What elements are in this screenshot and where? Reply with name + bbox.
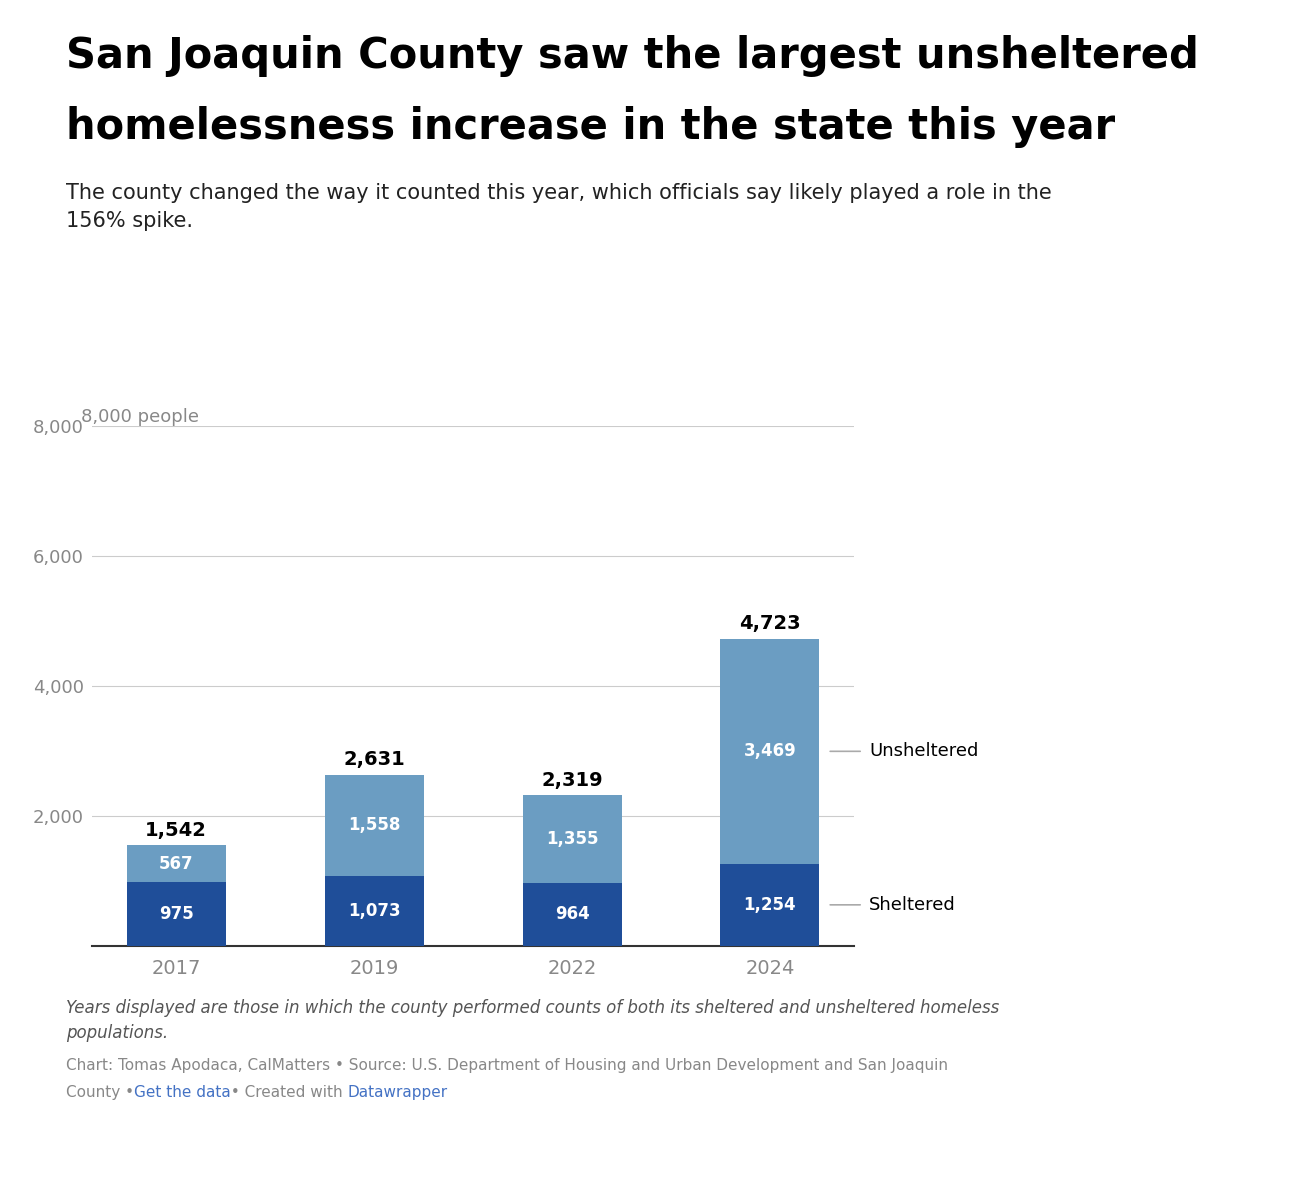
Text: 964: 964 (555, 905, 590, 923)
Text: 2,319: 2,319 (541, 771, 603, 790)
Text: homelessness increase in the state this year: homelessness increase in the state this … (66, 106, 1114, 149)
Bar (720, 638, 820, 864)
Text: 8,000 people: 8,000 people (81, 408, 200, 426)
Text: Sheltered: Sheltered (869, 896, 955, 914)
Text: • Created with: • Created with (226, 1085, 347, 1100)
Bar (523, 794, 622, 883)
Text: 1,542: 1,542 (145, 821, 208, 840)
Text: 3,469: 3,469 (744, 742, 796, 760)
Text: 1,073: 1,073 (348, 902, 401, 920)
Text: 1,254: 1,254 (744, 896, 796, 914)
Bar (523, 883, 622, 946)
Text: 4,723: 4,723 (740, 615, 800, 634)
Text: Get the data: Get the data (134, 1085, 231, 1100)
Text: 2,631: 2,631 (343, 751, 405, 769)
Text: 1,355: 1,355 (545, 830, 598, 847)
Bar (720, 864, 820, 946)
Text: San Joaquin County saw the largest unsheltered: San Joaquin County saw the largest unshe… (66, 35, 1198, 78)
Bar (126, 845, 226, 882)
Text: Unsheltered: Unsheltered (869, 742, 979, 760)
Text: Years displayed are those in which the county performed counts of both its shelt: Years displayed are those in which the c… (66, 999, 999, 1041)
Bar (325, 774, 423, 876)
Text: Datawrapper: Datawrapper (348, 1085, 448, 1100)
Text: County •: County • (66, 1085, 138, 1100)
Text: The county changed the way it counted this year, which officials say likely play: The county changed the way it counted th… (66, 183, 1051, 232)
Bar (126, 882, 226, 946)
Text: 567: 567 (159, 855, 193, 872)
Text: 1,558: 1,558 (348, 817, 401, 834)
Text: 975: 975 (159, 905, 193, 923)
Text: Chart: Tomas Apodaca, CalMatters • Source: U.S. Department of Housing and Urban : Chart: Tomas Apodaca, CalMatters • Sourc… (66, 1058, 947, 1073)
Bar (325, 876, 423, 946)
